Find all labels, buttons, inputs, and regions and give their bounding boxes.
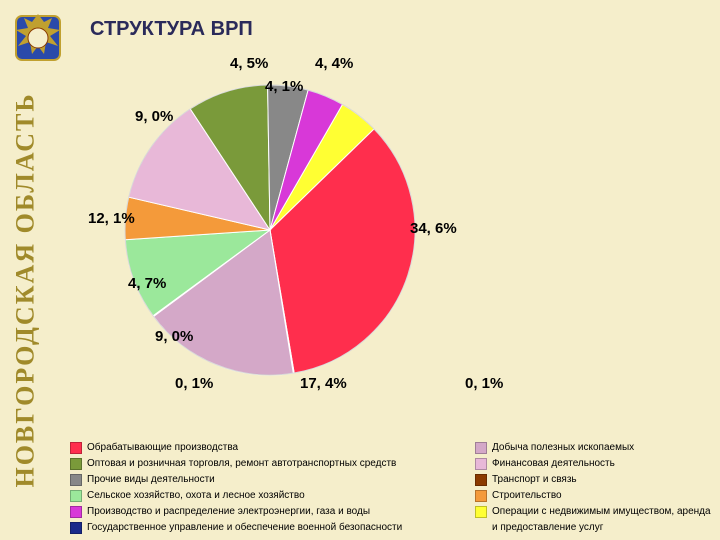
slice-label: 17, 4% (300, 375, 347, 392)
legend-item: Оптовая и розничная торговля, ремонт авт… (70, 456, 450, 472)
legend-label: Сельское хозяйство, охота и лесное хозяй… (87, 488, 305, 504)
legend-right: Добыча полезных ископаемыхФинансовая дея… (475, 440, 715, 536)
legend-swatch (70, 474, 82, 486)
slice-label: 4, 7% (128, 275, 166, 292)
slice-label: 0, 1% (465, 375, 503, 392)
legend-label: Производство и распределение электроэнер… (87, 504, 370, 520)
legend-swatch (70, 458, 82, 470)
legend-item: Государственное управление и обеспечение… (70, 520, 450, 536)
legend-swatch (70, 490, 82, 502)
legend-label: Оптовая и розничная торговля, ремонт авт… (87, 456, 396, 472)
legend-item: Строительство (475, 488, 715, 504)
page-title: СТРУКТУРА ВРП (90, 18, 253, 41)
legend-item: Прочие виды деятельности (70, 472, 450, 488)
legend-item: Финансовая деятельность (475, 456, 715, 472)
slice-label: 4, 4% (315, 55, 353, 72)
legend-label: Обрабатывающие производства (87, 440, 238, 456)
legend-item: Сельское хозяйство, охота и лесное хозяй… (70, 488, 450, 504)
legend-left: Обрабатывающие производстваОптовая и роз… (70, 440, 450, 536)
slice-label: 4, 5% (230, 55, 268, 72)
legend-swatch (475, 458, 487, 470)
legend-item: Обрабатывающие производства (70, 440, 450, 456)
slice-label: 0, 1% (175, 375, 213, 392)
legend-swatch (475, 506, 487, 518)
legend-label: Финансовая деятельность (492, 456, 615, 472)
slice-label: 9, 0% (155, 328, 193, 345)
legend-label: Прочие виды деятельности (87, 472, 215, 488)
legend-item: Добыча полезных ископаемых (475, 440, 715, 456)
legend-swatch (70, 442, 82, 454)
legend-item: Транспорт и связь (475, 472, 715, 488)
slice-label: 12, 1% (88, 210, 135, 227)
legend-swatch (475, 474, 487, 486)
slice-label: 34, 6% (410, 220, 457, 237)
region-name: НОВГОРОДСКАЯ ОБЛАСТЬ (11, 92, 41, 487)
emblem-icon (8, 8, 68, 68)
legend-label: Строительство (492, 488, 562, 504)
legend-swatch (70, 522, 82, 534)
legend-label: Транспорт и связь (492, 472, 577, 488)
legend-item: Операции с недвижимым имуществом, аренда… (475, 504, 715, 536)
legend-item: Производство и распределение электроэнер… (70, 504, 450, 520)
legend-swatch (70, 506, 82, 518)
legend-swatch (475, 490, 487, 502)
legend-label: Добыча полезных ископаемых (492, 440, 634, 456)
slice-label: 4, 1% (265, 78, 303, 95)
legend-label: Операции с недвижимым имуществом, аренда… (492, 504, 715, 536)
region-side-text: НОВГОРОДСКАЯ ОБЛАСТЬ (6, 80, 46, 500)
slice-label: 9, 0% (135, 108, 173, 125)
legend-label: Государственное управление и обеспечение… (87, 520, 402, 536)
legend-swatch (475, 442, 487, 454)
